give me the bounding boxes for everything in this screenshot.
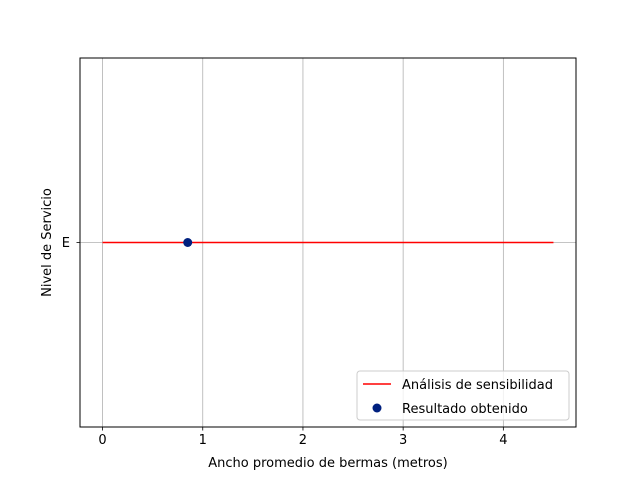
x-tick-label: 1 — [199, 433, 207, 448]
legend-marker-swatch — [372, 403, 382, 413]
legend-label-result: Resultado obtenido — [402, 402, 528, 417]
x-tick-label: 3 — [399, 433, 407, 448]
x-tick-label: 0 — [98, 433, 106, 448]
legend-box — [356, 370, 570, 421]
y-axis-label: Nivel de Servicio — [40, 188, 55, 297]
legend-label-sensitivity: Análisis de sensibilidad — [402, 378, 553, 393]
series-layer — [102, 238, 554, 247]
tick-layer: 0 1 2 3 4 E — [62, 236, 508, 448]
y-tick-label: E — [62, 236, 70, 251]
legend: Análisis de sensibilidad Resultado obten… — [356, 370, 570, 421]
x-tick-label: 4 — [499, 433, 507, 448]
x-axis-label: Ancho promedio de bermas (metros) — [208, 456, 447, 471]
scatter-point-result — [183, 238, 193, 247]
x-tick-label: 2 — [299, 433, 307, 448]
